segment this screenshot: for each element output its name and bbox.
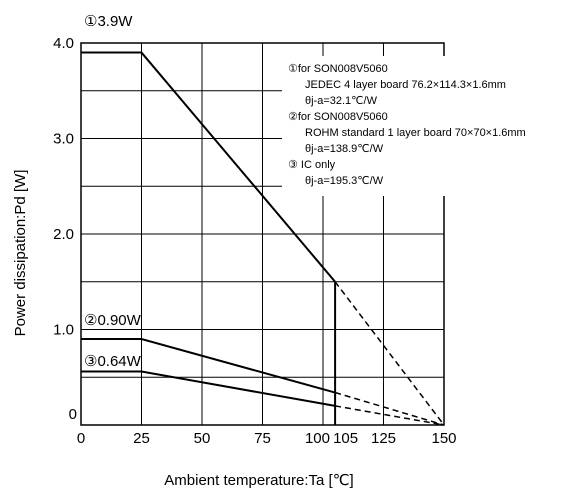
legend-line: ①for SON008V5060 [288, 63, 388, 75]
plot-frame [80, 42, 445, 426]
series-callouts: ①3.9W ②0.90W ③0.64W [84, 13, 142, 370]
x-tick-label: 150 [431, 430, 456, 447]
x-tick-label: 100 [305, 430, 330, 447]
series-3-derating-dashed [334, 405, 445, 426]
y-tick-label: 3.0 [53, 131, 74, 148]
series-2-line [81, 338, 336, 394]
data-series [81, 51, 445, 426]
tick-labels: 0 25 50 75 100 105 125 150 0 1.0 2.0 3.0 4.0 [53, 35, 456, 447]
legend-line: θj-a=138.9℃/W [305, 143, 384, 155]
series-1-callout: ①3.9W [84, 13, 133, 30]
y-tick-label: 2.0 [53, 226, 74, 243]
grid-lines [80, 42, 445, 426]
series-2-derating-dashed [334, 391, 445, 426]
series-1-line [81, 51, 336, 283]
legend: ①for SON008V5060 JEDEC 4 layer board 76.2… [288, 63, 526, 187]
legend-line: JEDEC 4 layer board 76.2×114.3×1.6mm [305, 79, 506, 91]
legend-line: ROHM standard 1 layer board 70×70×1.6mm [305, 127, 526, 139]
series-3-line [81, 370, 336, 407]
x-tick-label: 50 [194, 430, 211, 447]
x-tick-label: 0 [77, 430, 85, 447]
legend-line: θj-a=32.1℃/W [305, 95, 378, 107]
series-2-callout: ②0.90W [84, 312, 142, 329]
y-tick-label: 4.0 [53, 35, 74, 52]
series-1-derating-dashed [334, 281, 445, 426]
x-tick-label: 25 [133, 430, 150, 447]
legend-line: θj-a=195.3℃/W [305, 175, 384, 187]
x-tick-label: 75 [254, 430, 271, 447]
x-tick-label: 105 [333, 430, 358, 447]
series-3-callout: ③0.64W [84, 353, 142, 370]
x-tick-label: 125 [371, 430, 396, 447]
x-axis-title: Ambient temperature:Ta [℃] [164, 472, 353, 489]
legend-box [282, 56, 571, 196]
legend-line: ③ IC only [288, 159, 336, 171]
legend-line: ②for SON008V5060 [288, 111, 388, 123]
y-tick-label: 0 [69, 406, 77, 423]
y-axis-title: Power dissipation:Pd [W] [12, 170, 29, 337]
y-tick-label: 1.0 [53, 322, 74, 339]
